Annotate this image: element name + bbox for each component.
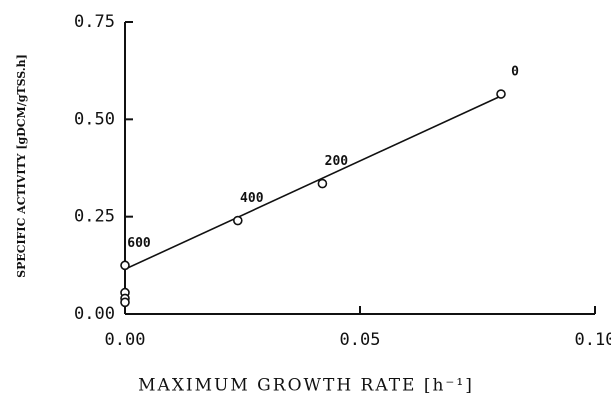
x-tick-label: 0.10	[575, 330, 611, 350]
fit-line	[124, 95, 502, 270]
point-label: 400	[240, 191, 264, 206]
point	[496, 89, 506, 99]
x-axis-title: MAXIMUM GROWTH RATE [h⁻¹]	[138, 376, 474, 396]
point-label: 600	[127, 236, 151, 251]
point	[317, 178, 328, 189]
y-tick-label: 0.25	[74, 207, 115, 227]
x-tick-label: 0.05	[340, 330, 381, 350]
point	[120, 260, 130, 271]
y-tick-label: 0.75	[74, 12, 115, 32]
y-axis-title: SPECIFIC ACTIVITY [gDCM/gTSS.h]	[15, 54, 28, 278]
point-label: 0	[511, 65, 519, 80]
point	[233, 215, 243, 226]
y-tick-label: 0.50	[74, 109, 115, 129]
point	[120, 297, 130, 308]
x-tick-label: 0.00	[105, 330, 146, 350]
y-tick-label: 0.00	[74, 304, 115, 324]
point-label: 200	[325, 154, 349, 169]
